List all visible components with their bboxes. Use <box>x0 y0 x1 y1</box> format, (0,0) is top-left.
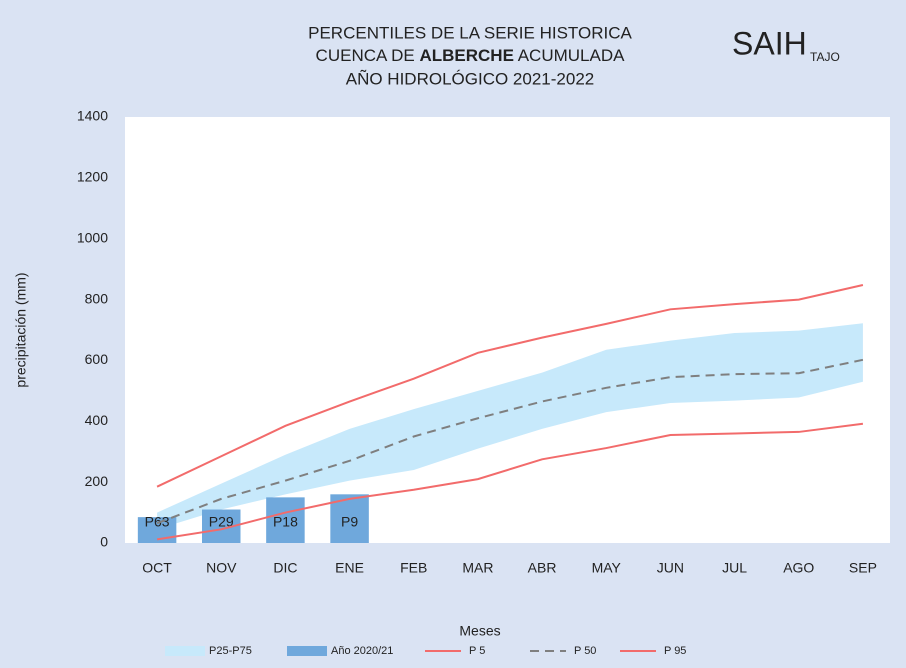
x-tick-label: OCT <box>142 560 172 576</box>
x-tick-label: FEB <box>400 560 427 576</box>
legend-label: P25-P75 <box>209 645 252 657</box>
x-tick-label: ABR <box>528 560 557 576</box>
line <box>156 283 864 488</box>
title: CUENCA DE ALBERCHE ACUMULADA <box>316 46 626 65</box>
bar-label: P18 <box>273 514 298 530</box>
title-part: ACUMULADA <box>514 46 625 65</box>
title: PERCENTILES DE LA SERIE HISTORICA <box>308 23 632 42</box>
bar-label: P9 <box>341 514 358 530</box>
logo: SAIH <box>732 25 807 61</box>
x-tick-label: JUL <box>722 560 747 576</box>
y-tick-label: 0 <box>100 534 108 550</box>
y-tick-label: 200 <box>85 473 109 489</box>
band-area <box>157 323 863 530</box>
x-tick-label: SEP <box>849 560 877 576</box>
legend-label: Año 2020/21 <box>331 645 393 657</box>
title-part: CUENCA DE <box>316 46 420 65</box>
bar <box>266 497 305 543</box>
legend-label: P 95 <box>664 645 686 657</box>
y-tick-label: 1200 <box>77 169 108 185</box>
x-tick-label: MAR <box>462 560 493 576</box>
x-tick-label: NOV <box>206 560 237 576</box>
legend-swatch <box>165 646 205 656</box>
logo-sub: TAJO <box>810 50 840 64</box>
line <box>156 358 864 525</box>
bar-label: P29 <box>209 514 234 530</box>
y-tick-label: 800 <box>85 290 109 306</box>
x-axis-label: Meses <box>459 623 500 639</box>
y-tick-label: 600 <box>85 351 109 367</box>
legend-swatch <box>287 646 327 656</box>
x-tick-label: AGO <box>783 560 814 576</box>
y-axis-label: precipitación (mm) <box>13 272 29 387</box>
bar-label: P63 <box>145 514 170 530</box>
y-tick-label: 1000 <box>77 229 108 245</box>
x-tick-label: DIC <box>273 560 297 576</box>
y-tick-label: 400 <box>85 412 109 428</box>
title: AÑO HIDROLÓGICO 2021-2022 <box>346 69 594 88</box>
y-tick-label: 1400 <box>77 108 108 124</box>
line <box>156 422 864 541</box>
legend-label: P 5 <box>469 645 485 657</box>
title-part: ALBERCHE <box>419 46 513 65</box>
x-tick-label: MAY <box>592 560 622 576</box>
x-tick-label: JUN <box>657 560 684 576</box>
x-tick-label: ENE <box>335 560 364 576</box>
legend-label: P 50 <box>574 645 596 657</box>
